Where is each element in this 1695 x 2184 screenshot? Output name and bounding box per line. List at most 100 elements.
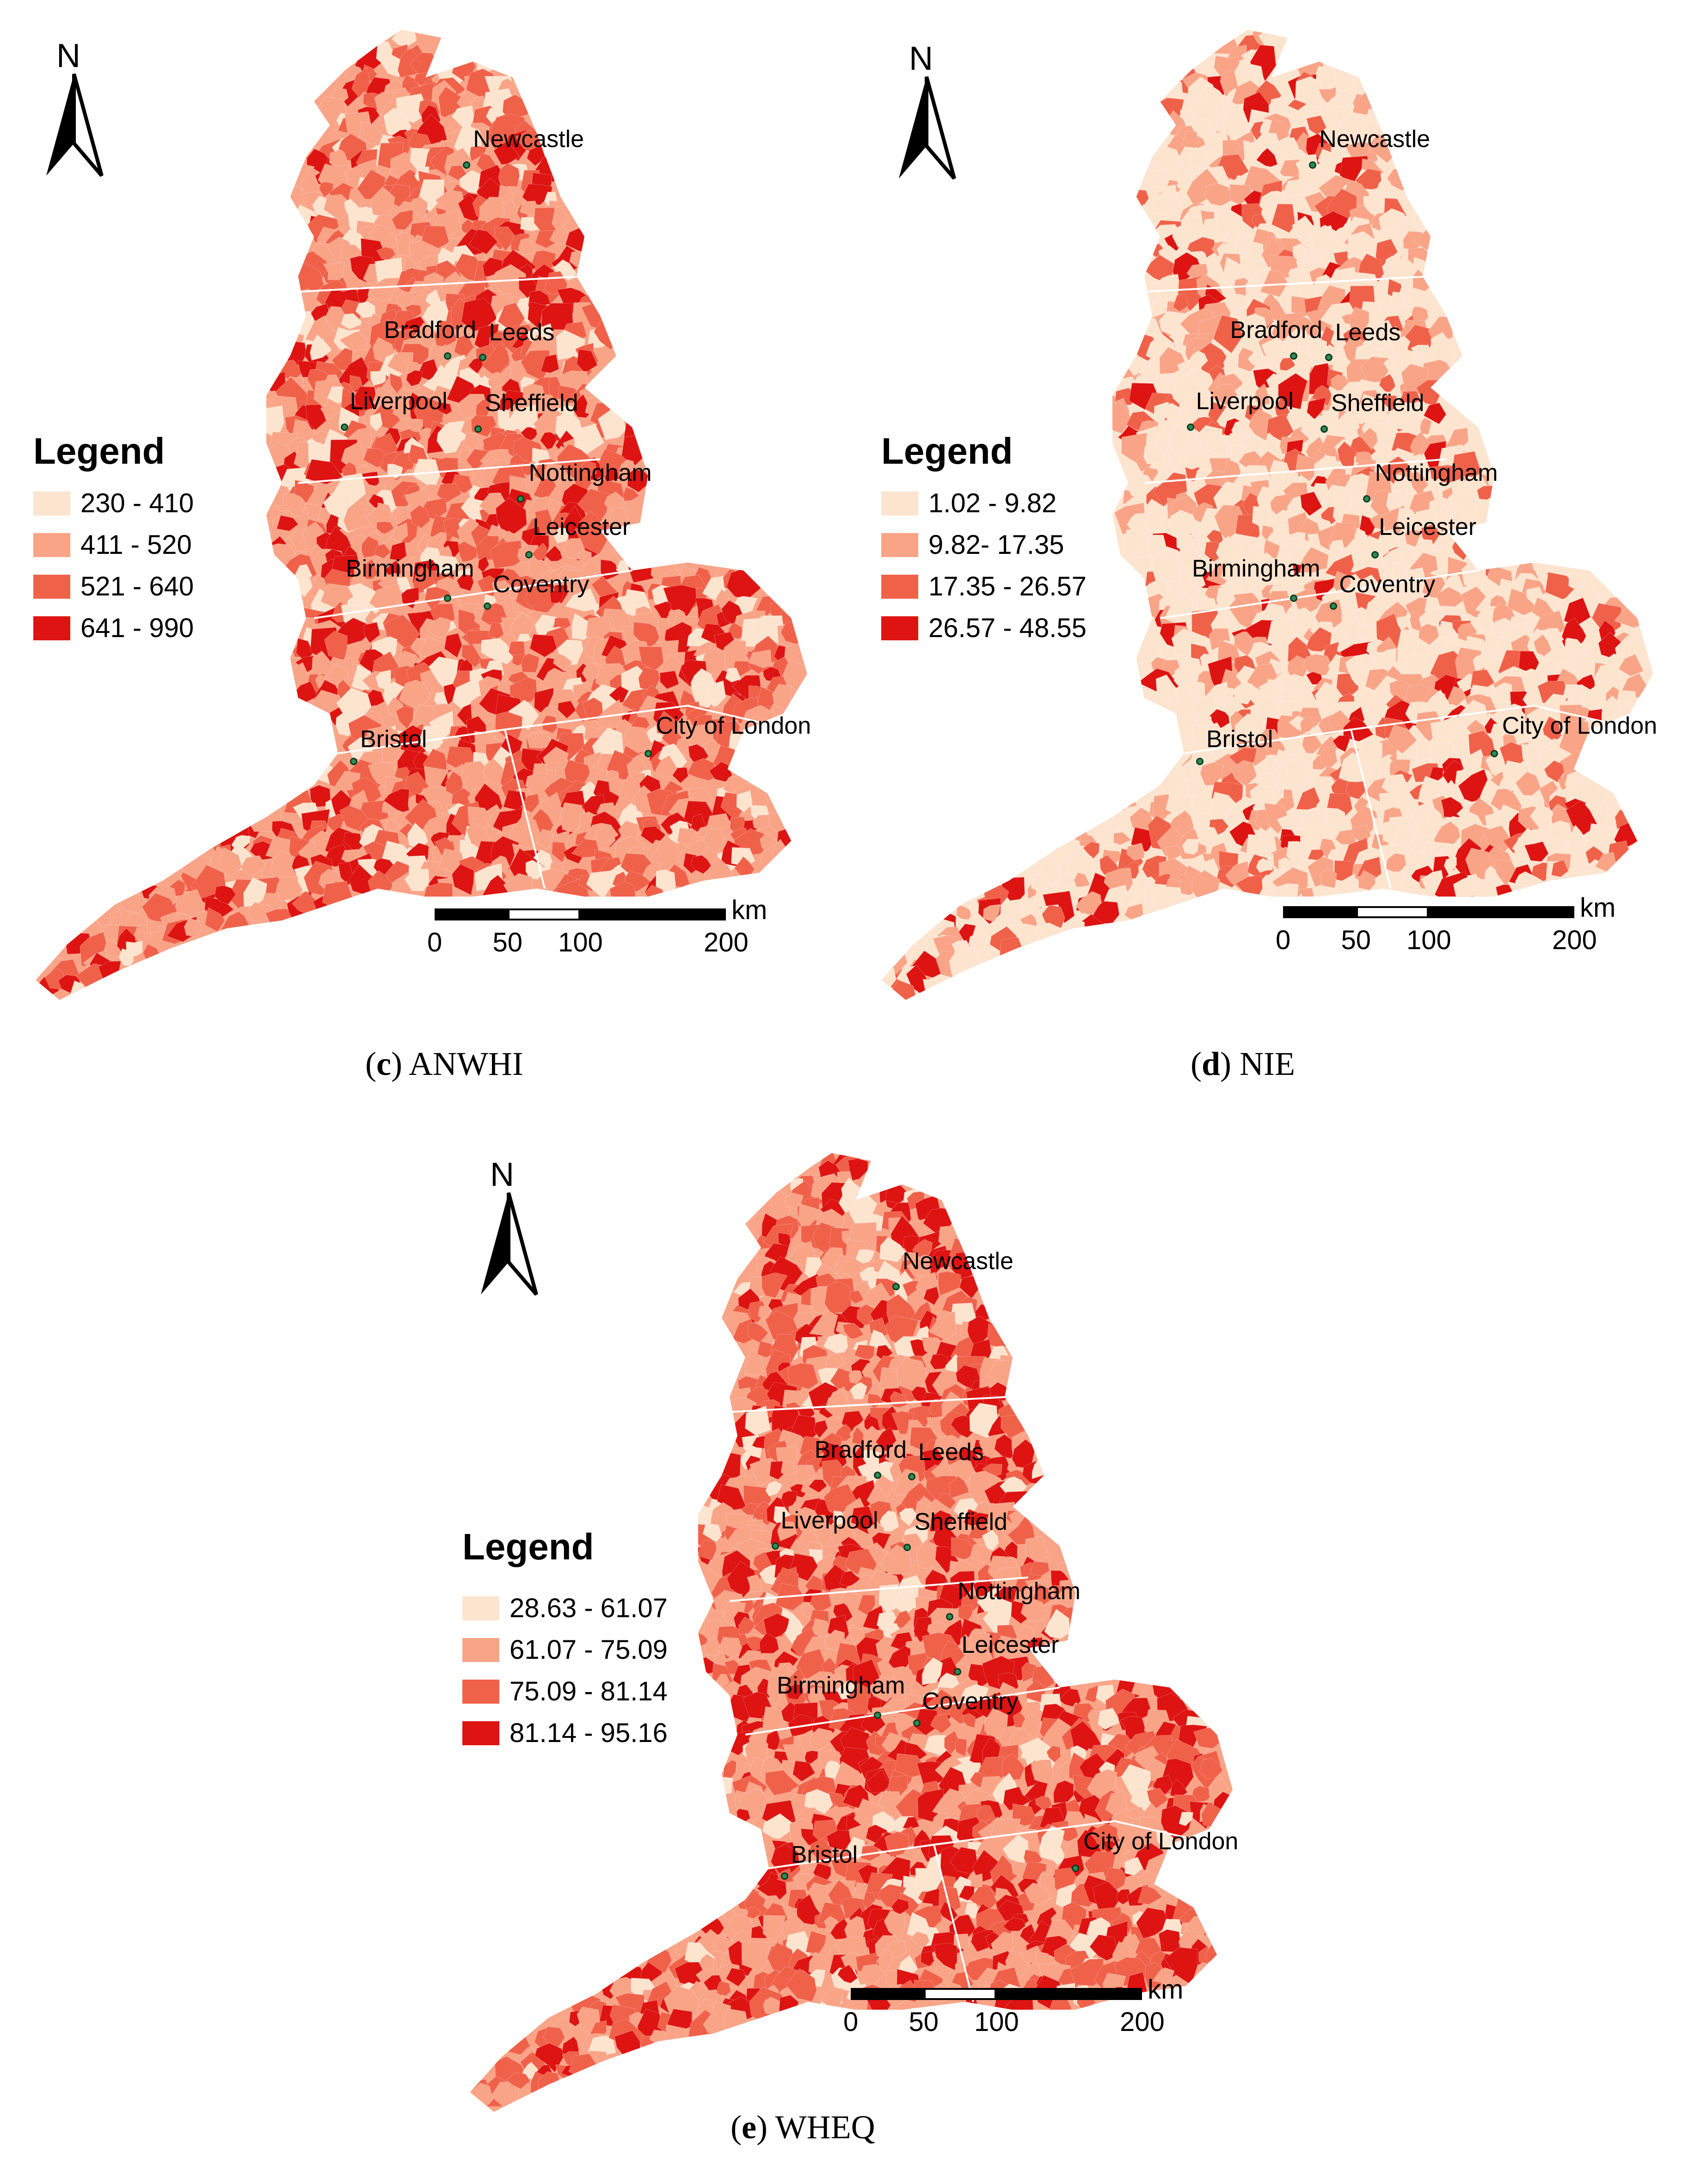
district <box>331 348 353 371</box>
district <box>1190 147 1209 169</box>
legend-item: 26.57 - 48.55 <box>881 613 1087 644</box>
city-marker <box>913 1719 921 1727</box>
region-boundary <box>298 458 601 484</box>
city-marker <box>525 551 533 558</box>
england-map-d <box>882 30 1653 1000</box>
district <box>653 601 671 619</box>
legend-label: 1.02 - 9.82 <box>928 488 1057 518</box>
legend-swatch <box>33 533 70 557</box>
city-label: Liverpool <box>1196 388 1294 415</box>
legend-swatch <box>881 574 918 599</box>
district <box>780 605 803 626</box>
city-marker <box>350 757 358 765</box>
district <box>478 556 490 573</box>
district <box>520 427 538 442</box>
city-marker <box>1196 757 1204 765</box>
district <box>391 522 408 543</box>
district <box>540 354 559 374</box>
city-label: Sheffield <box>485 389 578 417</box>
scale-unit: km <box>1580 893 1616 923</box>
city-marker <box>484 602 491 610</box>
city-label: Leicester <box>533 514 631 541</box>
district <box>399 680 431 710</box>
north-arrow-icon <box>899 76 956 180</box>
district <box>1256 147 1278 167</box>
district <box>454 334 474 359</box>
scale-segment <box>435 908 508 920</box>
city-label: Coventry <box>922 1688 1019 1715</box>
city-label: Bradford <box>1230 316 1322 344</box>
district <box>551 841 567 863</box>
legend-item: 81.14 - 95.16 <box>462 1718 668 1748</box>
district <box>481 638 516 664</box>
scale-segment <box>851 1988 924 2000</box>
district <box>422 300 451 333</box>
district <box>664 2024 690 2051</box>
legend-item: 17.35 - 26.57 <box>881 571 1087 602</box>
district <box>436 423 461 454</box>
district <box>986 1323 1013 1348</box>
city-label: Newcastle <box>1319 125 1431 153</box>
map-panel-e: N Legend 28.63 - 61.07 61.07 - 75.09 75.09… <box>416 1100 1279 2184</box>
district <box>444 633 462 658</box>
city-label: Liverpool <box>350 388 448 415</box>
district <box>659 670 680 689</box>
district <box>498 163 520 187</box>
city-marker <box>444 595 452 602</box>
district <box>340 313 364 330</box>
district <box>240 855 267 877</box>
district <box>389 541 407 561</box>
district <box>214 885 236 905</box>
city-label: City of London <box>656 712 811 740</box>
city-marker <box>1320 425 1328 433</box>
region-boundary <box>313 570 633 620</box>
district <box>392 398 411 421</box>
district <box>525 772 550 799</box>
legend-item: 230 - 410 <box>33 488 194 519</box>
district <box>690 855 712 874</box>
city-label: Birmingham <box>1192 555 1320 582</box>
district <box>363 558 378 580</box>
district <box>343 501 377 532</box>
district <box>882 968 897 996</box>
map-panel-d: N Legend 1.02 - 9.82 9.82- 17.35 17.35 - 2… <box>846 0 1695 1119</box>
district <box>406 370 424 386</box>
district <box>709 761 733 782</box>
north-arrow-icon <box>46 73 104 177</box>
legend-swatch <box>462 1596 499 1620</box>
scale-tick-label: 50 <box>1341 925 1371 955</box>
district <box>558 700 577 719</box>
legend-item: 9.82- 17.35 <box>881 529 1064 560</box>
scale-tick-label: 100 <box>974 2007 1019 2037</box>
city-marker <box>1490 749 1498 757</box>
scale-tick-label: 0 <box>427 927 442 957</box>
district-mosaic <box>470 1153 1233 2110</box>
district <box>714 1777 733 1796</box>
district <box>509 815 542 849</box>
city-label: Leicester <box>961 1631 1059 1658</box>
district <box>436 555 460 574</box>
district <box>369 412 383 432</box>
district <box>608 685 629 703</box>
scale-tick-label: 200 <box>704 927 749 957</box>
district <box>522 184 553 205</box>
scale-unit: km <box>1148 1975 1184 2005</box>
district <box>526 732 551 749</box>
district <box>577 349 598 374</box>
city-marker <box>873 1711 881 1719</box>
district <box>304 503 325 521</box>
scale-tick-label: 200 <box>1552 925 1597 955</box>
district <box>369 277 401 301</box>
district <box>549 226 571 245</box>
district <box>451 864 474 896</box>
scale-unit: km <box>731 895 768 925</box>
city-label: Bradford <box>384 316 476 344</box>
legend-label: 81.14 - 95.16 <box>510 1718 668 1748</box>
district <box>1295 76 1322 110</box>
district <box>534 509 554 534</box>
north-label: N <box>909 40 933 77</box>
scale-tick-label: 0 <box>843 2007 859 2037</box>
legend-item: 28.63 - 61.07 <box>462 1593 668 1624</box>
city-label: Bradford <box>814 1436 907 1463</box>
district <box>490 540 523 569</box>
